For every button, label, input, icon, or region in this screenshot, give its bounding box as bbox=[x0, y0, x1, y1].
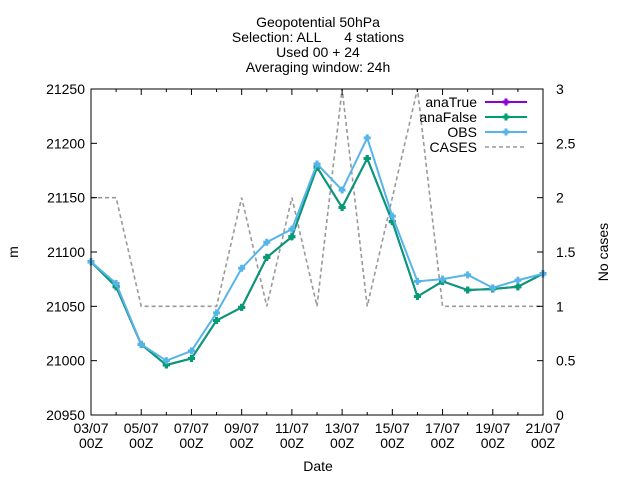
data-point-obs bbox=[338, 186, 346, 194]
y2-tick-label: 0 bbox=[556, 407, 564, 423]
x-tick-label-hour: 00Z bbox=[330, 435, 355, 451]
y2-tick-label: 2.5 bbox=[556, 135, 576, 151]
x-tick-label: 09/07 bbox=[224, 420, 259, 436]
cases-series-layer bbox=[91, 88, 543, 308]
legend-label-anatrue: anaTrue bbox=[425, 94, 477, 110]
data-point-obs bbox=[514, 276, 522, 284]
x-tick-label: 05/07 bbox=[124, 420, 159, 436]
title-line-4: Averaging window: 24h bbox=[246, 59, 391, 75]
y-tick-label: 21100 bbox=[47, 244, 85, 260]
x-tick-label: 19/07 bbox=[475, 420, 510, 436]
legend-label-anafalse: anaFalse bbox=[419, 109, 477, 125]
title-line-1: Geopotential 50hPa bbox=[256, 14, 380, 30]
legend-marker-anafalse bbox=[502, 113, 510, 121]
y-tick-label: 21000 bbox=[46, 353, 85, 369]
data-point-obs bbox=[363, 134, 371, 142]
data-point-obs bbox=[388, 212, 396, 220]
data-point-obs bbox=[112, 280, 120, 288]
x-tick-label: 11/07 bbox=[275, 420, 309, 436]
data-point-obs bbox=[413, 277, 421, 285]
data-point-anafalse bbox=[288, 233, 296, 241]
series-line-cases bbox=[91, 88, 543, 308]
data-point-obs bbox=[313, 160, 321, 168]
data-point-obs bbox=[238, 264, 246, 272]
data-point-anafalse bbox=[338, 203, 346, 211]
legend-label-obs: OBS bbox=[447, 124, 477, 140]
axis-ticks: 20950 21000 21050 21100 21150 21200 21250 0 0.5 1… bbox=[46, 81, 576, 451]
y2-tick-label: 2 bbox=[556, 190, 564, 206]
x-axis-label: Date bbox=[303, 458, 333, 474]
legend-marker-anatrue bbox=[502, 98, 510, 106]
y-tick-label: 21050 bbox=[46, 298, 85, 314]
data-point-obs bbox=[187, 347, 195, 355]
y2-tick-label: 1 bbox=[556, 298, 564, 314]
y-tick-label: 21250 bbox=[46, 81, 85, 97]
y2-tick-label: 3 bbox=[556, 81, 564, 97]
y-tick-label: 21150 bbox=[47, 190, 85, 206]
data-point-anafalse bbox=[464, 286, 472, 294]
y2-tick-label: 1.5 bbox=[556, 244, 576, 260]
x-tick-label: 13/07 bbox=[325, 420, 360, 436]
data-point-anafalse bbox=[514, 283, 522, 291]
data-point-obs bbox=[288, 225, 296, 233]
x-tick-label-hour: 00Z bbox=[380, 435, 405, 451]
x-tick-label-hour: 00Z bbox=[531, 435, 556, 451]
series-line-anatrue bbox=[90, 156, 544, 367]
title-line-2: Selection: ALL 4 stations bbox=[232, 29, 404, 45]
x-tick-label: 17/07 bbox=[425, 420, 460, 436]
data-point-anafalse bbox=[363, 155, 371, 163]
x-tick-label-hour: 00Z bbox=[280, 435, 305, 451]
x-tick-label: 21/07 bbox=[525, 420, 560, 436]
chart-title: Geopotential 50hPa Selection: ALL 4 stat… bbox=[232, 14, 404, 75]
data-point-obs bbox=[489, 284, 497, 292]
data-point-obs bbox=[439, 275, 447, 283]
data-point-obs bbox=[464, 271, 472, 279]
y2-axis-label: No cases bbox=[595, 223, 611, 281]
x-tick-label: 03/07 bbox=[73, 420, 108, 436]
data-point-anafalse bbox=[238, 303, 246, 311]
x-tick-label-hour: 00Z bbox=[179, 435, 204, 451]
y2-tick-label: 0.5 bbox=[556, 353, 576, 369]
data-point-obs bbox=[213, 309, 221, 317]
data-point-obs bbox=[137, 340, 145, 348]
series-layer bbox=[87, 134, 547, 369]
series-anafalse bbox=[87, 155, 547, 369]
data-point-obs bbox=[263, 238, 271, 246]
data-point-anafalse bbox=[413, 293, 421, 301]
x-tick-label: 07/07 bbox=[174, 420, 209, 436]
legend-label-cases: CASES bbox=[430, 139, 477, 155]
y-axis-label: m bbox=[5, 246, 21, 258]
data-point-anafalse bbox=[263, 253, 271, 261]
x-tick-label-hour: 00Z bbox=[230, 435, 255, 451]
x-tick-label: 15/07 bbox=[375, 420, 410, 436]
x-tick-label-hour: 00Z bbox=[481, 435, 506, 451]
series-line-anafalse bbox=[90, 156, 544, 367]
data-point-anafalse bbox=[187, 354, 195, 362]
x-tick-label-hour: 00Z bbox=[430, 435, 455, 451]
y-tick-label: 21200 bbox=[46, 135, 85, 151]
x-tick-label-hour: 00Z bbox=[129, 435, 154, 451]
x-tick-label-hour: 00Z bbox=[79, 435, 104, 451]
series-line-obs bbox=[90, 135, 544, 362]
y-tick-label: 20950 bbox=[46, 407, 85, 423]
series-anatrue bbox=[87, 155, 547, 369]
legend-marker-obs bbox=[502, 128, 510, 136]
data-point-anafalse bbox=[213, 316, 221, 324]
data-point-obs bbox=[162, 357, 170, 365]
title-line-3: Used 00 + 24 bbox=[276, 44, 360, 60]
